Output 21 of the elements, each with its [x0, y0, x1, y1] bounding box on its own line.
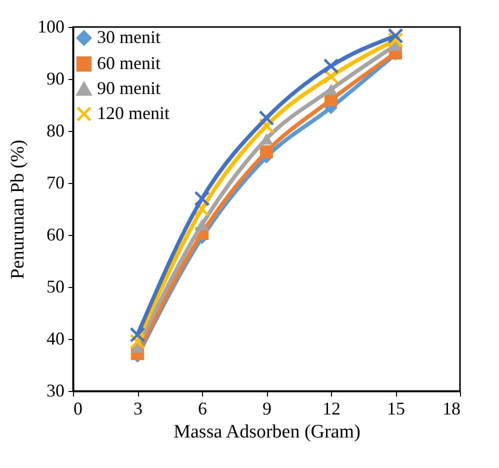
legend-label: 30 menit [97, 27, 160, 47]
y-tick-label: 90 [46, 68, 64, 88]
y-tick-label: 70 [46, 172, 64, 192]
y-tick-label: 50 [46, 276, 64, 296]
x-tick-label: 0 [74, 398, 82, 418]
y-tick-label: 100 [38, 16, 64, 36]
y-tick-label: 80 [46, 120, 64, 140]
x-tick-label: 15 [387, 398, 405, 418]
y-tick-label: 30 [46, 380, 64, 400]
legend-label: 90 menit [97, 78, 160, 98]
y-tick-label: 60 [46, 224, 64, 244]
legend-label: 120 menit [97, 103, 170, 123]
x-tick-label: 6 [198, 398, 207, 418]
y-tick-label: 40 [46, 328, 64, 348]
x-tick-label: 12 [322, 398, 340, 418]
y-axis-title: Penurunan Pb (%) [8, 140, 28, 280]
x-tick-label: 18 [442, 398, 460, 418]
x-tick-label: 3 [134, 398, 142, 418]
x-tick-label: 9 [262, 398, 272, 418]
legend-label: 60 menit [97, 53, 160, 73]
x-axis-title: Massa Adsorben (Gram) [174, 422, 360, 442]
